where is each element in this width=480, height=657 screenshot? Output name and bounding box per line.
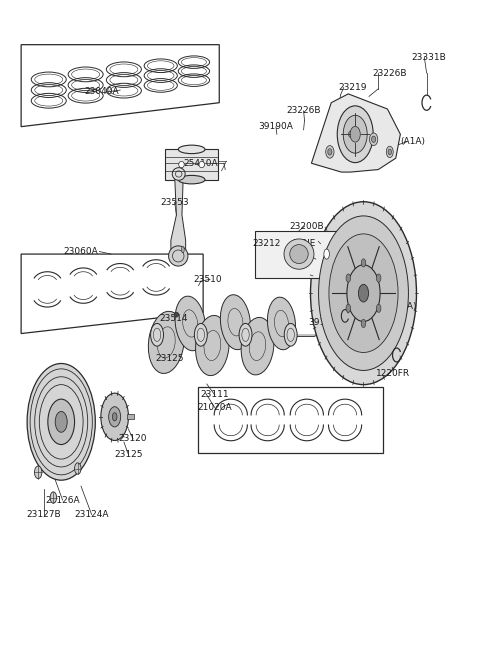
Text: 39190A: 39190A [308,318,343,327]
Text: 23226B: 23226B [287,106,321,116]
Polygon shape [171,174,186,254]
Bar [165,149,218,179]
Ellipse shape [178,175,205,184]
Text: 23212: 23212 [252,239,281,248]
Ellipse shape [181,246,184,253]
Text: 23127B: 23127B [27,510,61,519]
Ellipse shape [319,216,408,371]
Ellipse shape [108,407,120,427]
Text: 23311A: 23311A [349,239,384,248]
Text: 23124A: 23124A [74,510,109,519]
Ellipse shape [376,304,381,313]
Text: 23060A: 23060A [64,247,98,256]
Text: 430JE: 430JE [291,239,316,248]
Ellipse shape [267,297,296,350]
Ellipse shape [27,363,96,480]
Ellipse shape [329,234,398,352]
Ellipse shape [239,323,252,346]
Text: 23514: 23514 [159,314,187,323]
Ellipse shape [290,244,308,263]
Text: 23040A: 23040A [84,87,119,97]
Ellipse shape [241,317,274,375]
Ellipse shape [386,147,393,158]
Polygon shape [127,414,134,419]
Ellipse shape [328,148,332,155]
Text: 23226B: 23226B [372,68,407,78]
Text: 23126A: 23126A [45,495,80,505]
Ellipse shape [50,492,57,503]
Ellipse shape [220,295,251,350]
Ellipse shape [284,323,297,346]
Ellipse shape [311,202,417,384]
Bar [255,231,343,278]
Ellipse shape [326,146,334,158]
Polygon shape [312,94,400,172]
Ellipse shape [284,239,314,269]
Text: 23553: 23553 [160,198,189,207]
Ellipse shape [343,116,367,153]
Text: 23510: 23510 [193,275,222,284]
Ellipse shape [324,249,329,259]
Ellipse shape [347,265,380,321]
Ellipse shape [175,296,205,351]
Ellipse shape [48,399,74,445]
Ellipse shape [361,259,366,267]
Ellipse shape [372,136,376,143]
Ellipse shape [346,274,350,282]
Text: (MTA): (MTA) [391,302,416,311]
Ellipse shape [55,411,67,432]
Ellipse shape [168,246,188,266]
Text: 23125: 23125 [114,450,143,459]
Ellipse shape [174,312,179,317]
Ellipse shape [337,106,373,163]
Text: 23111: 23111 [200,390,229,399]
Ellipse shape [346,304,350,313]
Ellipse shape [148,311,184,373]
Ellipse shape [112,413,117,421]
Ellipse shape [35,466,42,478]
Text: 21020A: 21020A [197,403,232,412]
Text: 1220FR: 1220FR [376,369,410,378]
Ellipse shape [370,133,378,146]
Text: (A1A): (A1A) [400,137,425,147]
Text: 23125: 23125 [156,354,184,363]
Ellipse shape [179,162,184,168]
Ellipse shape [347,128,355,141]
Ellipse shape [361,319,366,328]
Text: 39190A: 39190A [259,122,293,131]
Text: 23219: 23219 [339,83,367,92]
Ellipse shape [359,284,369,302]
Text: 23200B: 23200B [289,222,324,231]
Ellipse shape [376,274,381,282]
Ellipse shape [194,323,207,346]
Ellipse shape [178,145,205,154]
Ellipse shape [74,463,81,474]
Ellipse shape [101,393,129,440]
Text: 25410A: 25410A [183,159,218,168]
Ellipse shape [350,126,360,142]
Ellipse shape [151,323,164,346]
Ellipse shape [388,149,392,155]
Ellipse shape [195,315,229,376]
Ellipse shape [172,168,185,180]
Text: 23120: 23120 [119,434,147,443]
Ellipse shape [199,162,204,168]
Ellipse shape [348,131,353,137]
Text: 23331B: 23331B [411,53,446,62]
